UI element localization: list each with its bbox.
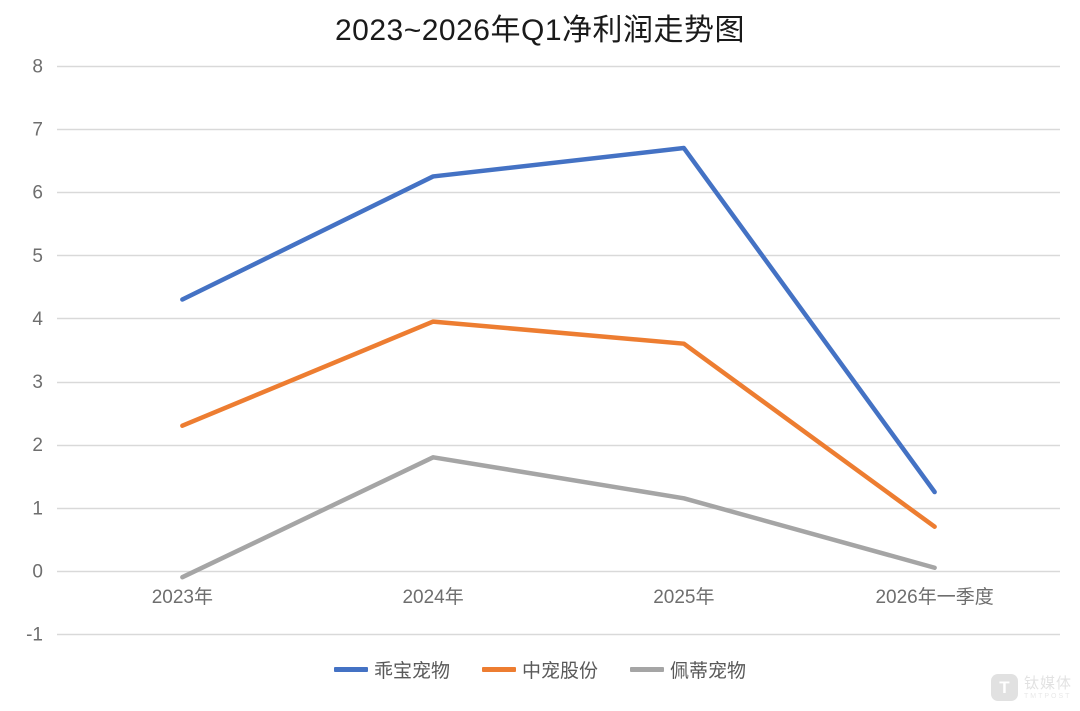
series-line-1 <box>180 319 937 529</box>
legend-item-guaibao: 乖宝宠物 <box>333 656 450 683</box>
legend-item-peidi: 佩蒂宠物 <box>630 656 746 683</box>
watermark-text: 钛媒体 TMTPOST <box>1024 676 1072 700</box>
y-axis-tick-label: -1 <box>26 625 43 646</box>
legend-line-swatch-orange <box>481 667 516 672</box>
legend-label: 佩蒂宠物 <box>670 661 747 682</box>
y-axis-tick-label: 6 <box>32 183 43 204</box>
x-axis-tick-label: 2024年 <box>402 586 463 608</box>
x-axis-tick-label: 2023年 <box>152 586 213 608</box>
y-axis-tick-label: 7 <box>32 120 43 141</box>
chart-title: 2023~2026年Q1净利润走势图 <box>334 14 745 47</box>
legend-line-swatch-gray <box>630 667 664 672</box>
series-line-0 <box>180 145 937 495</box>
y-axis-tick-label: 8 <box>32 57 43 78</box>
y-axis-tick-label: 1 <box>32 498 43 519</box>
y-axis-tick-label: 3 <box>32 372 43 393</box>
watermark: T 钛媒体 TMTPOST <box>990 674 1072 701</box>
series-line-2 <box>180 455 937 580</box>
x-axis-tick-label: 2025年 <box>653 586 714 608</box>
legend-item-zhongchong: 中宠股份 <box>481 656 598 683</box>
watermark-name: 钛媒体 <box>1023 674 1072 692</box>
legend-label: 中宠股份 <box>521 661 598 682</box>
y-axis-tick-label: 0 <box>32 561 43 582</box>
y-axis-tick-label: 2 <box>32 435 43 456</box>
legend-line-swatch-blue <box>333 667 368 672</box>
tmtpost-logo-icon: T <box>990 674 1018 701</box>
y-axis-tick-label: 4 <box>32 309 43 330</box>
legend-label: 乖宝宠物 <box>373 661 450 682</box>
watermark-subtext: TMTPOST <box>1023 692 1072 700</box>
legend: 乖宝宠物 中宠股份 佩蒂宠物 <box>0 656 1080 683</box>
y-axis-tick-label: 5 <box>32 246 43 267</box>
x-axis-tick-label: 2026年一季度 <box>875 586 993 608</box>
